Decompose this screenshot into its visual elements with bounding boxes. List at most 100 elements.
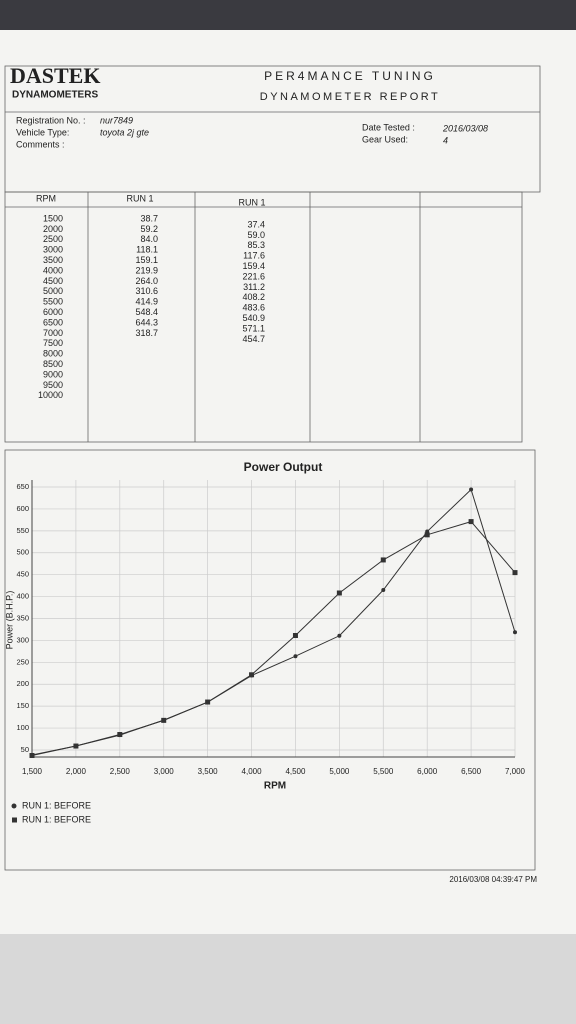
x-tick-label: 4,000 xyxy=(242,767,263,776)
table-cell: 221.6 xyxy=(242,271,265,281)
table-cell: 310.6 xyxy=(135,286,158,296)
info-label: Date Tested : xyxy=(362,122,415,132)
table-cell: 159.4 xyxy=(242,261,265,271)
table-cell: 7000 xyxy=(43,328,63,338)
x-tick-label: 2,500 xyxy=(110,767,131,776)
table-cell: 38.7 xyxy=(140,213,158,223)
point xyxy=(381,588,386,593)
table-cell: 3000 xyxy=(43,245,63,255)
point xyxy=(292,633,298,639)
y-axis-label: Power (B.H.P.) xyxy=(4,591,14,650)
paper xyxy=(0,30,576,934)
point xyxy=(380,557,386,563)
point xyxy=(249,672,255,678)
y-tick-label: 50 xyxy=(21,745,29,754)
table-cell: 6000 xyxy=(43,307,63,317)
x-tick-label: 1,500 xyxy=(22,767,43,776)
chart-title: Power Output xyxy=(244,460,323,474)
chart-box xyxy=(4,449,536,871)
x-axis-label: RPM xyxy=(264,781,286,792)
info-label: Comments : xyxy=(16,139,65,149)
y-tick-label: 250 xyxy=(16,657,29,666)
table-cell: 454.7 xyxy=(242,334,265,344)
table-cell: 414.9 xyxy=(135,297,158,307)
y-tick-label: 650 xyxy=(16,482,29,491)
y-tick-label: 100 xyxy=(16,723,29,732)
point xyxy=(513,630,517,635)
table-cell: 4500 xyxy=(43,276,63,286)
point xyxy=(293,654,298,659)
y-tick-label: 450 xyxy=(16,570,29,579)
x-tick-label: 5,500 xyxy=(373,767,394,776)
info-label: Registration No. : xyxy=(16,115,86,125)
x-tick-label: 7,000 xyxy=(505,767,526,776)
point xyxy=(468,519,474,525)
x-tick-label: 6,000 xyxy=(417,767,438,776)
info-label: Gear Used: xyxy=(362,134,408,144)
x-tick-label: 3,000 xyxy=(154,767,175,776)
table-box xyxy=(4,191,523,443)
table-cell: 9000 xyxy=(43,369,63,379)
table-cell: 318.7 xyxy=(135,328,158,338)
point xyxy=(512,570,518,576)
point xyxy=(29,753,35,759)
info-value: 4 xyxy=(443,135,448,145)
table-cell: 219.9 xyxy=(135,265,158,275)
report-title: PER4MANCE TUNING xyxy=(264,69,436,83)
table-cell: 84.0 xyxy=(140,234,158,244)
y-tick-label: 600 xyxy=(16,504,29,513)
x-tick-label: 6,500 xyxy=(461,767,482,776)
table-cell: 644.3 xyxy=(135,317,158,327)
y-tick-label: 500 xyxy=(16,548,29,557)
timestamp: 2016/03/08 04:39:47 PM xyxy=(449,875,537,884)
desk xyxy=(0,934,576,1024)
legend-label: RUN 1: BEFORE xyxy=(22,800,91,810)
table-cell: 408.2 xyxy=(242,292,265,302)
point xyxy=(424,532,430,538)
table-cell: 1500 xyxy=(43,213,63,223)
report-subtitle: DYNAMOMETER REPORT xyxy=(260,91,440,103)
point xyxy=(337,633,342,638)
point xyxy=(205,699,211,705)
table-cell: 118.1 xyxy=(136,245,158,255)
x-tick-label: 2,000 xyxy=(66,767,87,776)
table-cell: 571.1 xyxy=(242,323,265,333)
y-tick-label: 150 xyxy=(16,701,29,710)
table-cell: 7500 xyxy=(43,338,63,348)
table-cell: 59.2 xyxy=(140,224,158,234)
table-cell: 8500 xyxy=(43,359,63,369)
info-value: nur7849 xyxy=(100,115,133,125)
table-cell: 3500 xyxy=(43,255,63,265)
info-value: 2016/03/08 xyxy=(442,123,488,133)
table-cell: 8000 xyxy=(43,349,63,359)
table-cell: 548.4 xyxy=(135,307,158,317)
y-tick-label: 200 xyxy=(16,679,29,688)
table-cell: 2500 xyxy=(43,234,63,244)
table-cell: 59.0 xyxy=(247,230,265,240)
table-cell: 117.6 xyxy=(243,251,265,261)
point xyxy=(117,732,123,738)
y-tick-label: 300 xyxy=(16,635,29,644)
y-tick-label: 350 xyxy=(16,613,29,622)
table-cell: 5500 xyxy=(43,297,63,307)
y-tick-label: 550 xyxy=(16,526,29,535)
info-value: toyota 2j gte xyxy=(100,127,149,137)
legend-marker xyxy=(11,803,17,809)
table-cell: 2000 xyxy=(43,224,63,234)
x-tick-label: 4,500 xyxy=(285,767,306,776)
logo: DASTEK xyxy=(10,63,100,88)
point xyxy=(469,487,474,492)
table-cell: 9500 xyxy=(43,380,63,390)
table-cell: 5000 xyxy=(43,286,63,296)
table-cell: 159.1 xyxy=(135,255,158,265)
x-tick-label: 3,500 xyxy=(198,767,219,776)
column-header: RPM xyxy=(36,193,56,203)
table-cell: 6500 xyxy=(43,317,63,327)
table-cell: 10000 xyxy=(38,390,63,400)
legend-label: RUN 1: BEFORE xyxy=(22,814,91,824)
column-header: RUN 1 xyxy=(126,193,153,203)
info-label: Vehicle Type: xyxy=(16,127,69,137)
table-cell: 4000 xyxy=(43,265,63,275)
logo-sub: DYNAMOMETERS xyxy=(12,90,98,101)
